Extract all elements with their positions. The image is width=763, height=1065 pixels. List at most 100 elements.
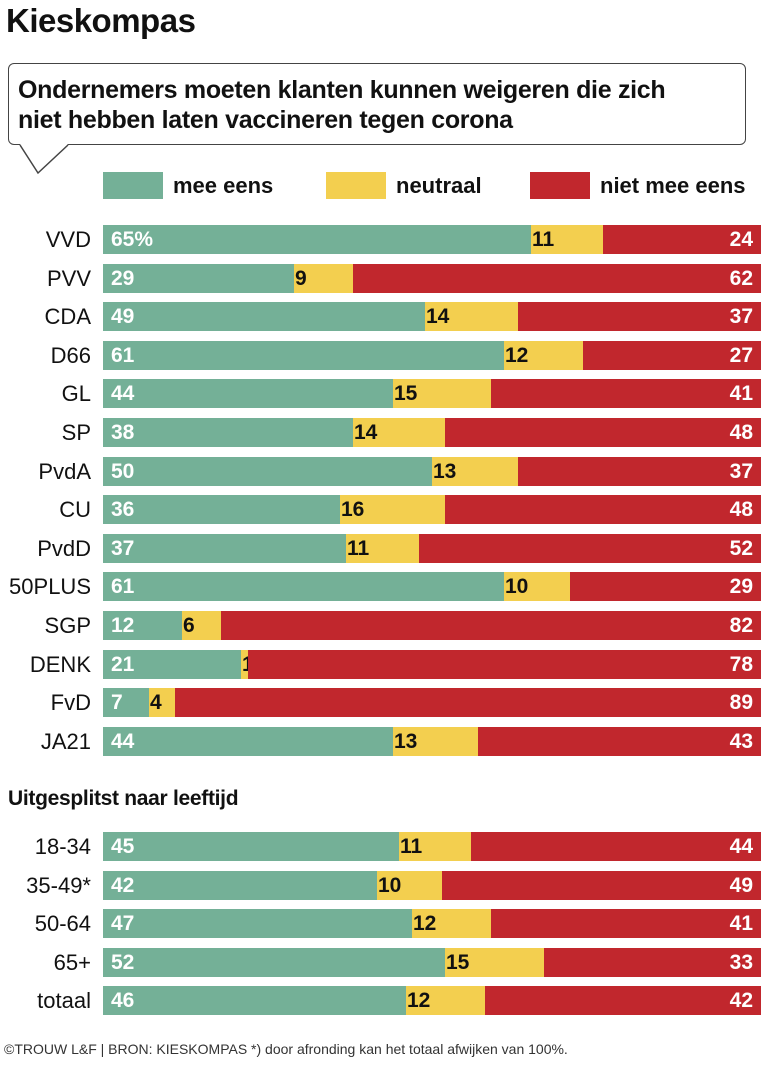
category-label: totaal [37,988,91,1014]
page-title: Kieskompas [6,2,196,39]
bar-segment-agree [103,572,504,602]
footer-credit: ©TROUW L&F | BRON: KIESKOMPAS *) door af… [4,1041,568,1057]
bar-segment-neutral [531,225,603,254]
category-label: DENK [29,651,91,677]
bar-segment-disagree [221,611,761,640]
bar-row-d66: D66 61 12 27 [0,340,763,370]
data-label-agree: 37 [111,536,135,560]
bar-segment-neutral [425,302,518,332]
bar-segment-agree [103,340,504,370]
category-label: 18-34 [34,834,91,859]
bar-row-vvd: VVD 65% 11 24 [0,225,763,254]
category-label: PvdD [37,535,91,561]
data-label-disagree: 24 [729,228,753,251]
bar-segment-disagree [478,726,761,756]
bubble-tail-icon [19,144,69,175]
legend-item-neutral: neutraal [326,172,482,199]
question-line-1: Ondernemers moeten klanten kunnen weiger… [18,76,666,104]
bar-segment-disagree [248,649,761,679]
data-label-disagree: 37 [729,459,753,483]
bar-segment-agree [103,726,393,756]
category-label: 50PLUS [9,574,91,600]
question-bubble [8,63,746,145]
data-label-disagree: 33 [729,950,753,974]
bar-segment-disagree [471,832,761,861]
category-label: 50-64 [34,911,91,937]
data-label-agree: 46 [111,989,135,1013]
bar-segment-disagree [353,263,761,293]
data-label-disagree: 49 [729,873,753,897]
data-label-neutral: 12 [505,343,529,367]
bar-row-totaal: totaal 46 12 42 [0,986,763,1016]
data-label-disagree: 82 [729,614,753,637]
data-label-agree: 52 [111,950,135,974]
data-label-disagree: 44 [729,835,753,858]
category-label: GL [61,381,91,407]
age-section-title: Uitgesplitst naar leeftijd [8,787,239,810]
data-label-neutral: 1 [242,650,254,679]
bar-segment-disagree [445,418,761,447]
data-label-disagree: 42 [729,989,753,1013]
bar-segment-agree [103,533,346,563]
data-label-agree: 49 [111,305,135,329]
bar-segment-neutral [377,870,442,900]
bar-segment-disagree [491,909,761,939]
category-label: VVD [45,227,91,252]
bar-segment-disagree [518,302,761,332]
data-label-disagree: 27 [729,343,753,367]
legend-label-neutral: neutraal [396,172,482,198]
bar-segment-disagree [544,947,761,977]
bar-segment-agree [103,225,531,254]
data-label-disagree: 48 [729,421,753,444]
category-label: CDA [44,304,91,330]
bar-segment-agree [103,909,412,939]
data-label-neutral: 13 [394,729,418,753]
bar-row-sp: SP 38 14 48 [0,418,763,447]
bar-row-65: 65+ 52 15 33 [0,947,763,977]
bar-segment-agree [103,649,241,679]
bar-row-50-64: 50-64 47 12 41 [0,909,763,939]
data-label-neutral: 9 [295,266,307,290]
data-label-agree: 65% [111,228,154,251]
legend-label-disagree: niet mee eens [600,172,746,198]
bar-segment-agree [103,688,149,718]
category-label: CU [59,497,91,523]
bar-segment-neutral [149,688,175,718]
data-label-neutral: 12 [413,912,437,936]
bar-segment-agree [103,379,393,409]
bar-segment-disagree [603,225,761,254]
data-label-neutral: 11 [400,835,423,858]
data-label-disagree: 52 [729,536,753,560]
bar-segment-agree [103,832,399,861]
data-label-neutral: 11 [532,228,555,251]
bar-segment-neutral [353,418,445,447]
bar-segment-disagree [445,495,761,525]
bar-segment-disagree [419,533,761,563]
bar-row-denk: DENK 21 1 78 [0,649,763,679]
bar-segment-agree [103,986,406,1016]
data-label-neutral: 4 [150,691,162,715]
data-label-neutral: 6 [183,614,195,637]
data-label-disagree: 43 [729,729,753,753]
data-label-agree: 61 [111,343,135,367]
data-label-neutral: 11 [347,536,370,560]
bar-segment-neutral [241,649,248,679]
data-label-disagree: 41 [729,912,753,936]
bar-segment-agree [103,611,182,640]
bar-segment-neutral [504,572,570,602]
bar-segment-neutral [346,533,419,563]
data-label-agree: 12 [111,614,135,637]
bar-segment-disagree [442,870,761,900]
category-label: SP [61,420,91,445]
bar-segment-neutral [412,909,491,939]
data-label-disagree: 89 [729,691,753,715]
bar-segment-disagree [518,456,761,486]
bar-segment-disagree [175,688,761,718]
data-label-neutral: 13 [433,459,457,483]
data-label-agree: 45 [111,835,135,858]
data-label-agree: 42 [111,873,135,897]
data-label-agree: 7 [111,691,123,715]
bar-segment-agree [103,263,294,293]
data-label-neutral: 12 [407,989,431,1013]
data-label-neutral: 15 [446,950,470,974]
